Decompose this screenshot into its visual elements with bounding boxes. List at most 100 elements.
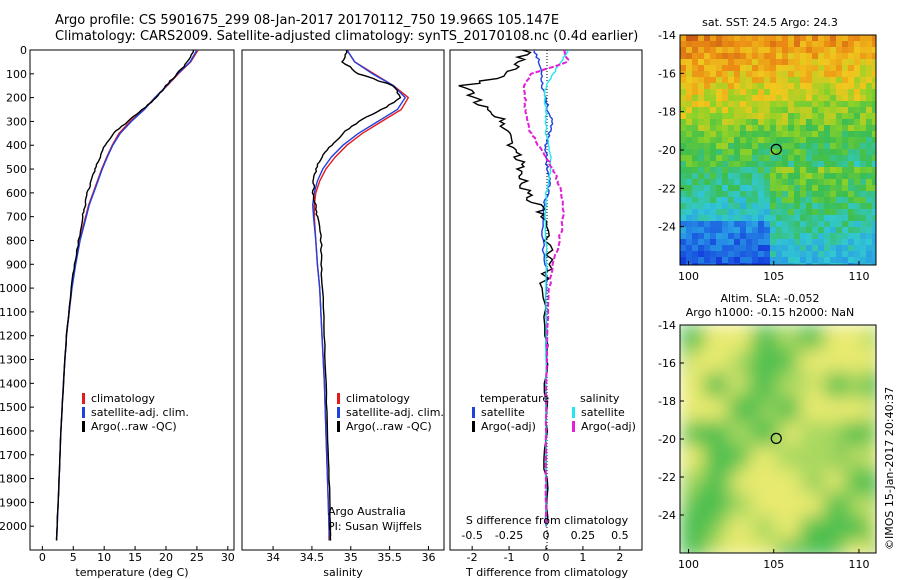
- depth-tick-label: 1100: [0, 306, 27, 319]
- depth-tick-label: 1200: [0, 330, 27, 343]
- temperature-plot-frame: [29, 49, 235, 551]
- depth-tick-label: 500: [6, 163, 27, 176]
- depth-tick-label: 1800: [0, 473, 27, 486]
- t-difference-xlabel: T difference from climatology: [465, 566, 628, 579]
- float-owner-label: Argo Australia: [328, 505, 406, 518]
- t-difference-tick-label: -1: [504, 551, 515, 564]
- difference-panel: -2 -1 0 1 2 -0.5 -0.25 0 0.25 0.5 temperature sali…: [449, 49, 643, 579]
- sla-map-panel: Altim. SLA: -0.052 Argo h1000: -0.15 h20…: [658, 292, 877, 571]
- latitude-tick-label: -22: [658, 471, 676, 484]
- depth-tick-label: 1700: [0, 449, 27, 462]
- salinity-tick-label: 35: [344, 551, 358, 564]
- figure-title-line1: Argo profile: CS 5901675_299 08-Jan-2017…: [55, 13, 559, 28]
- sla-map-title-line2: Argo h1000: -0.15 h2000: NaN: [686, 306, 855, 319]
- legend-entry: climatology: [346, 392, 410, 405]
- depth-tick-label: 1900: [0, 496, 27, 509]
- sst-map-panel: sat. SST: 24.5 Argo: 24.3 100 105 110 -14 -1…: [658, 16, 877, 283]
- legend-entry: Argo(-adj): [581, 420, 636, 433]
- latitude-tick-label: -16: [658, 67, 676, 80]
- difference-series-salinity-satellite: [543, 50, 570, 527]
- salinity-plot-frame: [241, 49, 445, 551]
- depth-tick-label: 1300: [0, 354, 27, 367]
- depth-tick-label: 2000: [0, 520, 27, 533]
- depth-tick-label: 1400: [0, 377, 27, 390]
- latitude-tick-label: -22: [658, 182, 676, 195]
- depth-tick-label: 900: [6, 258, 27, 271]
- legend-swatch: [472, 421, 475, 432]
- latitude-tick-label: -24: [658, 509, 676, 522]
- depth-tick-label: 400: [6, 139, 27, 152]
- depth-tick-label: 300: [6, 115, 27, 128]
- sla-map-image: [680, 325, 876, 553]
- s-difference-label: S difference from climatology: [466, 514, 629, 527]
- salinity-tick-label: 34.5: [300, 551, 325, 564]
- legend-header-temperature: temperature: [480, 392, 549, 405]
- latitude-tick-label: -14: [658, 29, 676, 42]
- sst-map-image: [680, 35, 876, 265]
- depth-tick-label: 1500: [0, 401, 27, 414]
- copyright-watermark: ©IMOS 15-Jan-2017 20:40:37: [883, 387, 896, 550]
- longitude-tick-label: 105: [763, 270, 784, 283]
- latitude-tick-label: -24: [658, 221, 676, 234]
- longitude-tick-label: 105: [763, 558, 784, 571]
- salinity-axis-ticks: 34 34.5 35 35.5 36: [266, 546, 435, 564]
- difference-profiles: [458, 50, 570, 527]
- legend-entry: Argo(-adj): [481, 420, 536, 433]
- legend-entry: climatology: [91, 392, 155, 405]
- t-difference-tick-label: 0: [543, 551, 550, 564]
- depth-axis-ticks: 0 100 200 300 400 500 600 700 800 900 1000 1100 1200…: [0, 44, 34, 533]
- temperature-panel: 0100200300400500600700800900100011001200…: [0, 44, 235, 579]
- legend-swatch: [572, 407, 575, 418]
- s-difference-tick-label: 0: [543, 529, 550, 542]
- legend-header-salinity: salinity: [580, 392, 620, 405]
- latitude-tick-label: -16: [658, 357, 676, 370]
- depth-tick-label: 1600: [0, 425, 27, 438]
- temperature-axis-ticks: 0 5 10 15 20 25 30: [39, 546, 235, 564]
- sla-map-title-line1: Altim. SLA: -0.052: [720, 292, 819, 305]
- depth-tick-label: 600: [6, 187, 27, 200]
- legend-entry: satellite-adj. clim.: [91, 406, 189, 419]
- temperature-tick-label: 30: [221, 551, 235, 564]
- temperature-tick-label: 0: [39, 551, 46, 564]
- depth-tick-label: 700: [6, 211, 27, 224]
- s-difference-tick-label: -0.25: [495, 529, 523, 542]
- temperature-tick-label: 20: [159, 551, 173, 564]
- difference-axis-ticks: -2 -1 0 1 2 -0.5 -0.25 0 0.25 0.5: [461, 529, 628, 564]
- salinity-xlabel: salinity: [323, 566, 363, 579]
- figure-title-line2: Climatology: CARS2009. Satellite-adjuste…: [55, 29, 638, 44]
- temperature-xlabel: temperature (deg C): [75, 566, 188, 579]
- legend-swatch: [337, 393, 340, 404]
- salinity-profiles: [311, 50, 410, 541]
- sla-map-ticks: 100 105 110 -14 -16 -18 -20 -22 -24: [658, 319, 869, 571]
- salinity-series-satellite-adj-clim: [311, 50, 407, 541]
- salinity-panel: 34 34.5 35 35.5 36 climatologysatellite-adj.…: [241, 49, 445, 579]
- salinity-tick-label: 35.5: [377, 551, 402, 564]
- latitude-tick-label: -18: [658, 395, 676, 408]
- temperature-tick-label: 10: [97, 551, 111, 564]
- legend-swatch: [472, 407, 475, 418]
- longitude-tick-label: 110: [848, 270, 869, 283]
- longitude-tick-label: 100: [678, 558, 699, 571]
- legend-entry: satellite-adj. clim.: [346, 406, 444, 419]
- salinity-series-argo-raw-qc: [311, 50, 402, 541]
- argo-position-marker: [770, 432, 782, 444]
- temperature-profiles: [55, 50, 199, 541]
- legend-swatch: [337, 421, 340, 432]
- argo-position-marker: [770, 143, 782, 155]
- latitude-tick-label: -14: [658, 319, 676, 332]
- depth-tick-label: 1000: [0, 282, 27, 295]
- latitude-tick-label: -20: [658, 433, 676, 446]
- t-difference-tick-label: 2: [616, 551, 623, 564]
- temperature-series-argo-raw-qc: [55, 50, 195, 541]
- depth-tick-label: 200: [6, 92, 27, 105]
- sst-map-ticks: 100 105 110 -14 -16 -18 -20 -22 -24: [658, 29, 869, 283]
- longitude-tick-label: 100: [678, 270, 699, 283]
- legend-entry: Argo(..raw -QC): [91, 420, 177, 433]
- float-pi-label: PI: Susan Wijffels: [328, 520, 422, 533]
- latitude-tick-label: -18: [658, 106, 676, 119]
- s-difference-tick-label: 0.25: [571, 529, 596, 542]
- t-difference-tick-label: 1: [579, 551, 586, 564]
